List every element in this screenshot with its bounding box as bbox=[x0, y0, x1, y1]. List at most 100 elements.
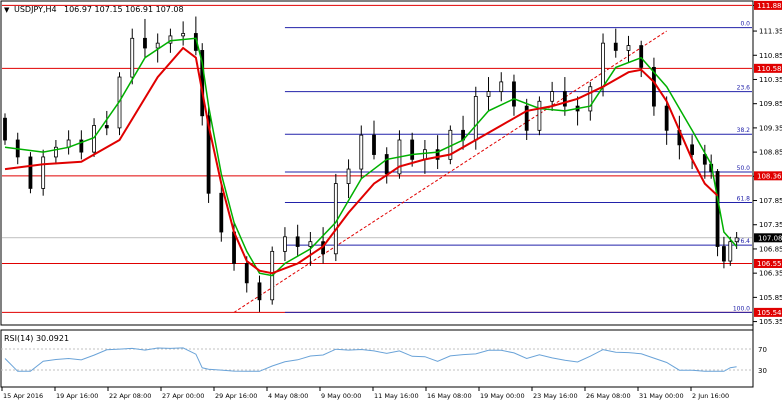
support-resistance-tag-text: 110.58 bbox=[757, 65, 782, 73]
candle-body bbox=[639, 45, 644, 68]
candle-body bbox=[562, 91, 567, 107]
time-tick-label: 22 Apr 08:00 bbox=[109, 392, 151, 400]
price-tick-label: 111.35 bbox=[759, 28, 782, 36]
fibonacci-level-label: 50.0 bbox=[737, 165, 751, 172]
ohlc-values-label: 106.97 107.15 106.91 107.08 bbox=[64, 5, 184, 14]
support-resistance-tag bbox=[754, 63, 782, 73]
candle-body bbox=[130, 37, 135, 78]
candle-body bbox=[734, 237, 739, 243]
support-resistance-tag bbox=[754, 307, 782, 317]
candle-body bbox=[512, 81, 516, 107]
candle-body bbox=[257, 282, 262, 301]
support-resistance-price-tags: 111.88 110.58 108.36 106.55 105.54 bbox=[754, 0, 782, 317]
candle-body bbox=[702, 154, 707, 165]
time-tick-label: 4 May 08:00 bbox=[268, 392, 308, 400]
time-tick-label: 29 Apr 16:00 bbox=[215, 392, 257, 400]
rsi-pane[interactable]: RSI(14) 30.0921 70 30 bbox=[0, 329, 767, 388]
candle-body bbox=[550, 91, 555, 102]
candle-body bbox=[715, 171, 720, 247]
rsi-label: RSI(14) 30.0921 bbox=[4, 334, 69, 343]
fibonacci-level-label: 23.6 bbox=[737, 85, 751, 92]
price-tick-label: 107.85 bbox=[759, 197, 782, 205]
candle-body bbox=[435, 149, 440, 160]
rsi-level-30-tick: 30 bbox=[758, 367, 767, 375]
price-tick-label: 107.35 bbox=[759, 221, 782, 229]
candle-body bbox=[41, 156, 46, 189]
candle-body bbox=[346, 168, 351, 184]
candle-body bbox=[79, 139, 84, 153]
candle-body bbox=[690, 144, 695, 155]
time-tick-label: 9 May 00:00 bbox=[321, 392, 361, 400]
candle-body bbox=[181, 33, 186, 37]
fibonacci-level-label: 0.0 bbox=[740, 21, 750, 28]
time-axis[interactable]: 15 Apr 2016 19 Apr 16:00 22 Apr 08:00 27 Ap… bbox=[1, 387, 729, 400]
price-tick-label: 110.35 bbox=[759, 76, 782, 84]
candle-body bbox=[664, 105, 669, 131]
time-tick-label: 11 May 16:00 bbox=[374, 392, 419, 400]
candle-body bbox=[588, 86, 593, 112]
candle-body bbox=[143, 37, 147, 49]
candle-body bbox=[499, 81, 504, 92]
fibonacci-trendline[interactable] bbox=[233, 30, 667, 313]
main-pane[interactable]: 0.0 23.6 38.2 50.0 61.8 76.4 100.0 ▼ USDJPY,H4… bbox=[0, 0, 754, 326]
moving-average-slow-line bbox=[4, 46, 719, 275]
fibonacci-levels[interactable]: 0.0 23.6 38.2 50.0 61.8 76.4 100.0 bbox=[284, 21, 752, 313]
moving-average-fast-line bbox=[4, 37, 738, 277]
time-tick-label: 31 May 00:00 bbox=[639, 392, 684, 400]
candle-body bbox=[333, 183, 338, 255]
candle-body bbox=[206, 115, 211, 194]
fibonacci-level-label: 100.0 bbox=[733, 305, 750, 312]
time-tick-label: 15 Apr 2016 bbox=[3, 392, 43, 400]
time-tick-label: 19 May 00:00 bbox=[480, 392, 525, 400]
support-resistance-tag bbox=[754, 258, 782, 268]
time-tick-label: 19 Apr 16:00 bbox=[56, 392, 98, 400]
support-resistance-tag-text: 106.55 bbox=[757, 260, 782, 268]
price-tick-label: 110.85 bbox=[759, 52, 782, 60]
rsi-pane-border bbox=[0, 329, 754, 388]
candle-body bbox=[626, 45, 631, 51]
candle-body bbox=[155, 42, 160, 49]
rsi-line bbox=[4, 347, 737, 372]
support-resistance-tag-text: 111.88 bbox=[757, 2, 782, 10]
candle-body bbox=[722, 246, 726, 262]
fibonacci-level-label: 61.8 bbox=[737, 195, 751, 202]
support-resistance-tag-text: 105.54 bbox=[757, 309, 782, 317]
candle-body bbox=[384, 154, 389, 175]
support-resistance-lines[interactable] bbox=[2, 4, 752, 313]
price-tick-label: 105.35 bbox=[759, 318, 782, 326]
time-tick-label: 27 Apr 00:00 bbox=[162, 392, 204, 400]
candle-body bbox=[486, 91, 491, 97]
candle-body bbox=[473, 96, 478, 141]
candle-body bbox=[728, 241, 733, 262]
candle-body bbox=[537, 100, 542, 131]
current-price-tag-text: 107.08 bbox=[758, 234, 782, 242]
support-resistance-tag-text: 108.36 bbox=[757, 172, 782, 180]
candle-body bbox=[104, 125, 109, 129]
support-resistance-tag bbox=[754, 171, 782, 181]
candle-body bbox=[219, 192, 224, 233]
candle-body bbox=[283, 236, 287, 252]
candle-body bbox=[359, 134, 364, 170]
fibonacci-level-label: 38.2 bbox=[737, 127, 751, 134]
chart-menu-icon[interactable]: ▼ bbox=[4, 6, 10, 14]
current-price-tag-background bbox=[754, 233, 782, 243]
time-tick-label: 2 Jun 16:00 bbox=[692, 392, 729, 400]
symbol-timeframe-label: USDJPY,H4 bbox=[14, 5, 57, 14]
candle-body bbox=[372, 134, 376, 155]
rsi-level-70-tick: 70 bbox=[758, 346, 767, 354]
candle-body bbox=[652, 66, 656, 107]
time-tick-label: 16 May 08:00 bbox=[427, 392, 472, 400]
candle-body bbox=[613, 42, 618, 51]
candle-body bbox=[28, 156, 33, 189]
support-resistance-tag bbox=[754, 0, 782, 10]
candle-body bbox=[524, 105, 529, 131]
candle-body bbox=[601, 42, 605, 88]
time-tick-label: 23 May 16:00 bbox=[533, 392, 578, 400]
price-tick-label: 105.85 bbox=[759, 294, 782, 302]
candle-body bbox=[295, 236, 300, 247]
price-axis[interactable]: 111.88 111.35 110.85 110.35 109.85 109.35 108.… bbox=[752, 0, 782, 387]
time-tick-label: 26 May 08:00 bbox=[586, 392, 631, 400]
candle-body bbox=[168, 35, 173, 44]
